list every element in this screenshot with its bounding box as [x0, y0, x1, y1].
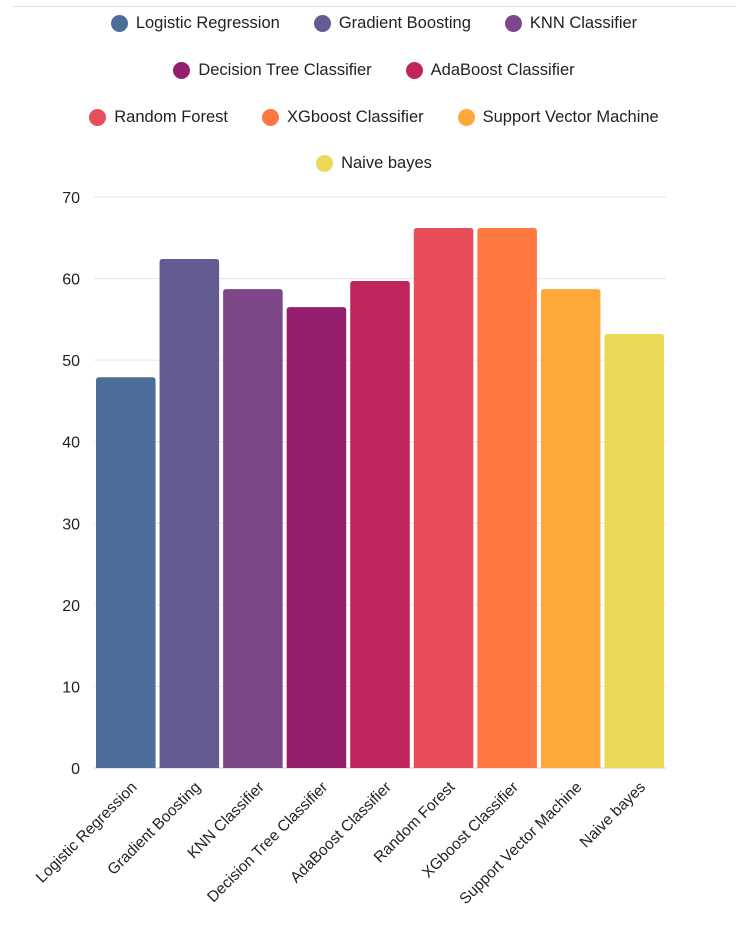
legend-swatch-icon: [457, 109, 475, 126]
y-tick-label: 20: [62, 598, 80, 615]
legend-swatch-icon: [110, 15, 128, 32]
legend-label: Decision Tree Classifier: [198, 61, 372, 79]
y-tick-label: 30: [62, 516, 80, 533]
legend-label: Naive bayes: [341, 154, 432, 172]
bar-adaboost-classifier[interactable]: [350, 281, 410, 768]
legend-label: Support Vector Machine: [482, 108, 659, 126]
bar-random-forest[interactable]: [413, 227, 474, 769]
x-tick-label: Support Vector Machine: [456, 779, 585, 908]
legend-label: AdaBoost Classifier: [430, 61, 575, 79]
bar-support-vector-machine[interactable]: [540, 289, 601, 768]
bar-xgboost-classifier[interactable]: [477, 227, 537, 769]
legend-item-knn-classifier[interactable]: KNN Classifier: [504, 14, 638, 33]
legend-item-random-forest[interactable]: Random Forest: [89, 108, 228, 127]
y-tick-label: 60: [62, 272, 80, 289]
legend-row-1: Logistic Regression Gradient Boosting KN…: [0, 14, 748, 33]
legend-row-4: Naive bayes: [0, 154, 748, 173]
legend-label: KNN Classifier: [529, 14, 638, 32]
legend-label: Gradient Boosting: [338, 14, 471, 32]
legend-item-decision-tree[interactable]: Decision Tree Classifier: [173, 61, 372, 80]
legend-swatch-icon: [313, 15, 331, 32]
legend-item-xgboost[interactable]: XGboost Classifier: [261, 108, 424, 127]
bar-naive-bayes[interactable]: [604, 334, 664, 768]
bar-knn-classifier[interactable]: [223, 289, 283, 768]
legend-item-naive-bayes[interactable]: Naive bayes: [316, 154, 432, 173]
legend-row-2: Decision Tree Classifier AdaBoost Classi…: [0, 61, 748, 80]
legend-swatch-icon: [405, 62, 423, 79]
legend-item-logistic-regression[interactable]: Logistic Regression: [110, 14, 280, 33]
y-axis-ticks: 0 10 20 30 40 50 60 70: [62, 190, 80, 778]
bars: [96, 227, 664, 769]
y-tick-label: 70: [62, 190, 80, 207]
legend-swatch-icon: [89, 109, 107, 126]
top-divider: [12, 6, 736, 7]
legend-item-gradient-boosting[interactable]: Gradient Boosting: [313, 14, 471, 33]
y-tick-label: 0: [71, 761, 80, 778]
legend-label: Random Forest: [114, 108, 228, 126]
y-tick-label: 40: [62, 435, 80, 452]
legend-label: XGboost Classifier: [286, 108, 424, 126]
x-tick-label: Decision Tree Classifier: [204, 779, 331, 906]
legend-swatch-icon: [261, 109, 279, 126]
bar-gradient-boosting[interactable]: [159, 258, 220, 768]
legend-swatch-icon: [316, 155, 334, 172]
y-tick-label: 50: [62, 353, 80, 370]
legend-label: Logistic Regression: [135, 14, 280, 32]
legend-swatch-icon: [173, 62, 191, 79]
bar-decision-tree-classifier[interactable]: [286, 307, 347, 768]
legend-row-3: Random Forest XGboost Classifier Support…: [0, 108, 748, 127]
legend-item-svm[interactable]: Support Vector Machine: [457, 108, 659, 127]
x-tick-label: Naive bayes: [577, 779, 650, 852]
y-tick-label: 10: [62, 679, 80, 696]
legend-item-adaboost[interactable]: AdaBoost Classifier: [405, 61, 575, 80]
legend-swatch-icon: [504, 15, 522, 32]
bar-logistic-regression[interactable]: [96, 377, 156, 768]
